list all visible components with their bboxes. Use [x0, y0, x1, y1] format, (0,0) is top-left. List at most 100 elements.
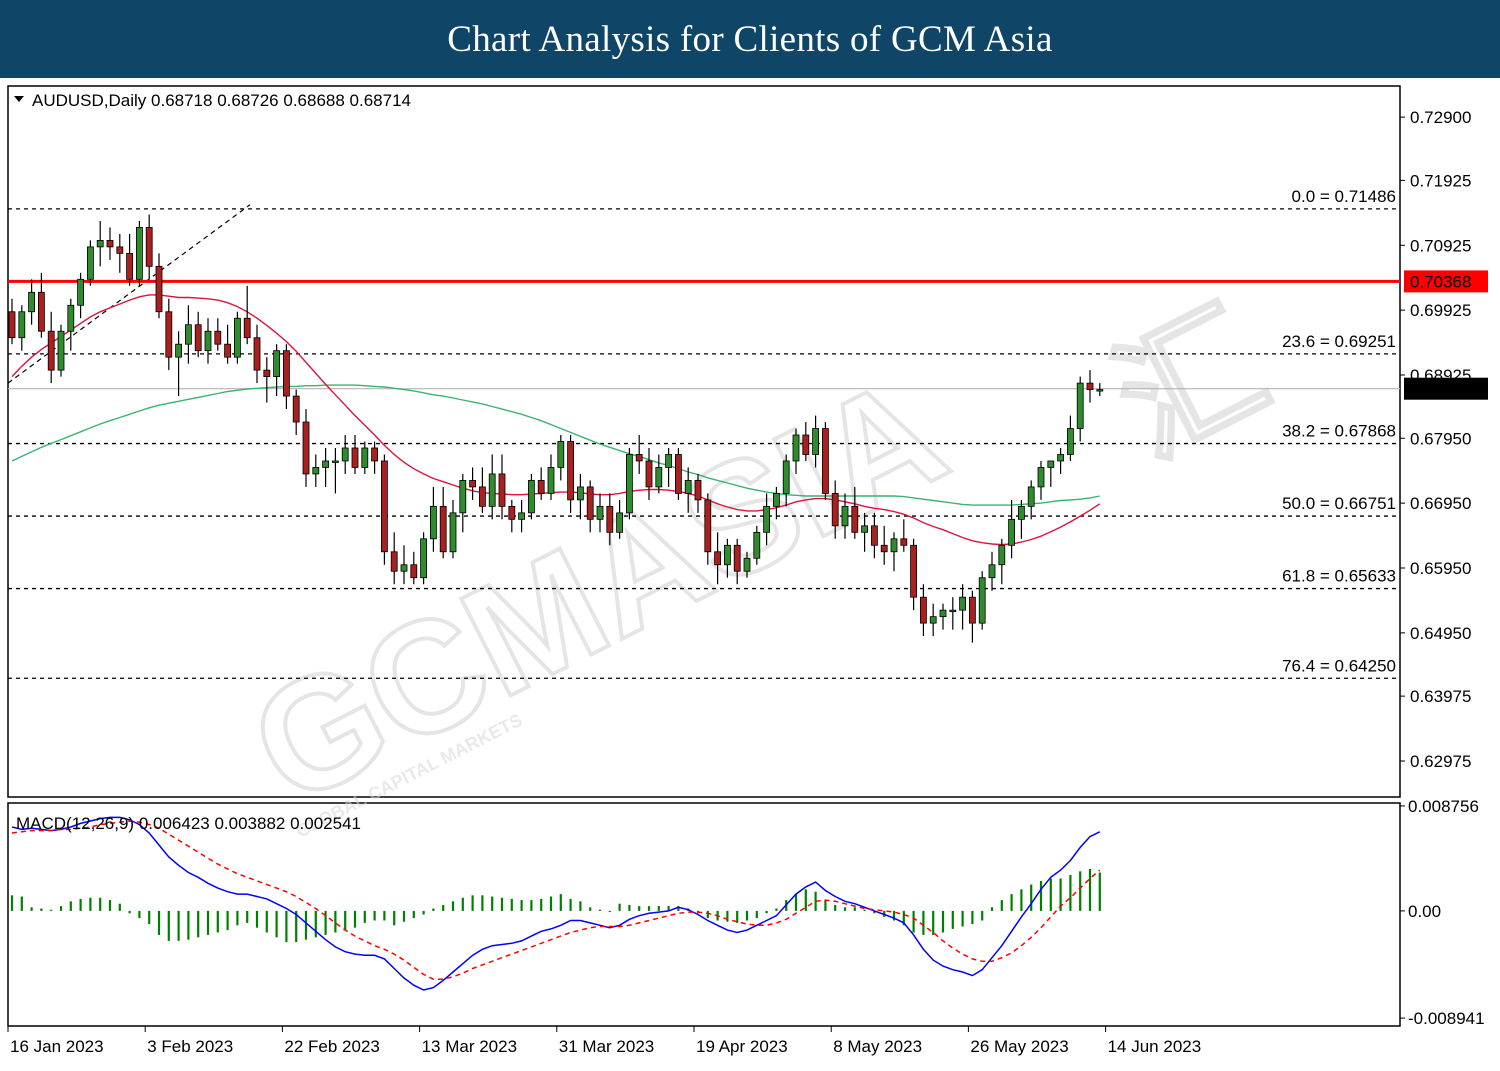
- y-tick-label: 0.71925: [1410, 171, 1471, 190]
- candle-body: [714, 551, 721, 566]
- candle-body: [331, 460, 339, 463]
- macd-layer: [10, 816, 1101, 991]
- candle-body: [292, 395, 300, 423]
- candle-body: [528, 480, 535, 514]
- candle-body: [635, 454, 643, 462]
- candle-body: [459, 480, 467, 514]
- header-banner: Chart Analysis for Clients of GCM Asia: [0, 0, 1500, 78]
- candle-body: [194, 324, 202, 352]
- candle-body: [253, 337, 261, 371]
- watermark-brand: GCMASIA: [226, 343, 971, 839]
- x-tick-label: 22 Feb 2023: [284, 1037, 379, 1056]
- price-panel: [7, 85, 1401, 798]
- fib-label: 0.0 = 0.71486: [1292, 187, 1396, 206]
- candle-body: [861, 525, 868, 533]
- candle-body: [429, 505, 437, 540]
- candle-body: [577, 486, 584, 501]
- x-tick-label: 31 Mar 2023: [559, 1037, 654, 1056]
- candle-body: [439, 505, 447, 553]
- candle-body: [753, 531, 761, 559]
- candle-body: [420, 538, 428, 579]
- candle-body: [224, 343, 232, 358]
- candle-body: [733, 544, 741, 572]
- candle-body: [67, 304, 75, 332]
- candle-body: [126, 252, 133, 280]
- y-tick-label: 0.62975: [1410, 752, 1471, 771]
- candle-body: [978, 577, 986, 624]
- candle-body: [302, 421, 310, 475]
- y-tick-label: 0.66950: [1410, 494, 1471, 513]
- candle-body: [214, 330, 222, 345]
- candle-body: [724, 544, 731, 566]
- current-price-label: 0.68714: [1410, 380, 1471, 399]
- candle-body: [812, 428, 819, 455]
- symbol-line: AUDUSD,Daily 0.68718 0.68726 0.68688 0.6…: [32, 91, 411, 110]
- candle-body: [116, 246, 124, 254]
- fib-label: 50.0 = 0.66751: [1282, 494, 1396, 513]
- candle-body: [165, 311, 173, 358]
- candle-body: [596, 505, 604, 520]
- candle-body: [704, 499, 712, 553]
- candle-body: [1067, 428, 1074, 455]
- candle-body: [145, 227, 153, 267]
- x-tick-label: 8 May 2023: [833, 1037, 922, 1056]
- candle-body: [410, 564, 418, 579]
- y-tick-label: 0.65950: [1410, 559, 1471, 578]
- resistance-price-tag: [1404, 270, 1488, 293]
- candle-body: [498, 473, 506, 507]
- candle-body: [763, 505, 770, 533]
- candle-body: [998, 544, 1006, 566]
- price-layer: 0.0 = 0.71486 23.6 = 0.69251 38.2 = 0.6786…: [7, 187, 1400, 679]
- candle-body: [939, 609, 947, 618]
- candle-body: [8, 311, 16, 339]
- x-tick-label: 16 Jan 2023: [10, 1037, 104, 1056]
- chart-area: GCMASIA GLOBAL CAPITAL MARKETS 汇 0.0 = 0…: [0, 78, 1500, 1071]
- candle-body: [38, 291, 45, 332]
- ma-red-line: [11, 294, 1101, 546]
- candle-body: [567, 441, 574, 501]
- symbol-header: AUDUSD,Daily 0.68718 0.68726 0.68688 0.6…: [14, 91, 411, 110]
- candle-body: [1027, 486, 1035, 507]
- candle-body: [1018, 505, 1025, 520]
- candle-body: [910, 544, 917, 598]
- candle-body: [626, 454, 633, 514]
- candle-body: [341, 447, 349, 462]
- current-price-tag: [1404, 377, 1488, 400]
- candle-body: [851, 505, 859, 533]
- candle-body: [694, 480, 702, 501]
- candle-body: [263, 369, 271, 378]
- macd-y-tick-label: 0.008756: [1408, 797, 1479, 816]
- x-tick-label: 26 May 2023: [970, 1037, 1068, 1056]
- candle-body: [488, 473, 496, 507]
- candle-body: [1096, 389, 1104, 392]
- candle-body: [204, 330, 212, 352]
- x-tick-label: 14 Jun 2023: [1108, 1037, 1202, 1056]
- macd-panel: [7, 802, 1401, 1027]
- candle-body: [841, 505, 849, 527]
- candle-body: [57, 330, 65, 371]
- candle-body: [802, 434, 810, 455]
- candle-body: [959, 596, 966, 611]
- candle-body: [792, 434, 800, 462]
- candle-body: [880, 544, 888, 553]
- candle-body: [47, 330, 55, 371]
- candle-body: [106, 239, 114, 248]
- candle-body: [675, 454, 682, 494]
- candle-body: [155, 265, 163, 313]
- candle-body: [322, 460, 330, 468]
- candle-body: [537, 480, 545, 494]
- candle-body: [616, 512, 623, 533]
- dropdown-triangle-icon[interactable]: [14, 96, 24, 102]
- y-tick-label: 0.67950: [1410, 429, 1471, 448]
- macd-line: [11, 816, 1101, 991]
- x-tick-label: 19 Apr 2023: [696, 1037, 788, 1056]
- candle-body: [871, 525, 878, 546]
- candle-body: [380, 460, 388, 553]
- candle-body: [988, 564, 996, 579]
- candle-body: [77, 278, 84, 306]
- candle-body: [478, 486, 486, 507]
- macd-y-tick-label: 0.00: [1408, 902, 1441, 921]
- candle-body: [312, 467, 320, 475]
- candle-body: [665, 454, 672, 468]
- candle-body: [400, 564, 408, 572]
